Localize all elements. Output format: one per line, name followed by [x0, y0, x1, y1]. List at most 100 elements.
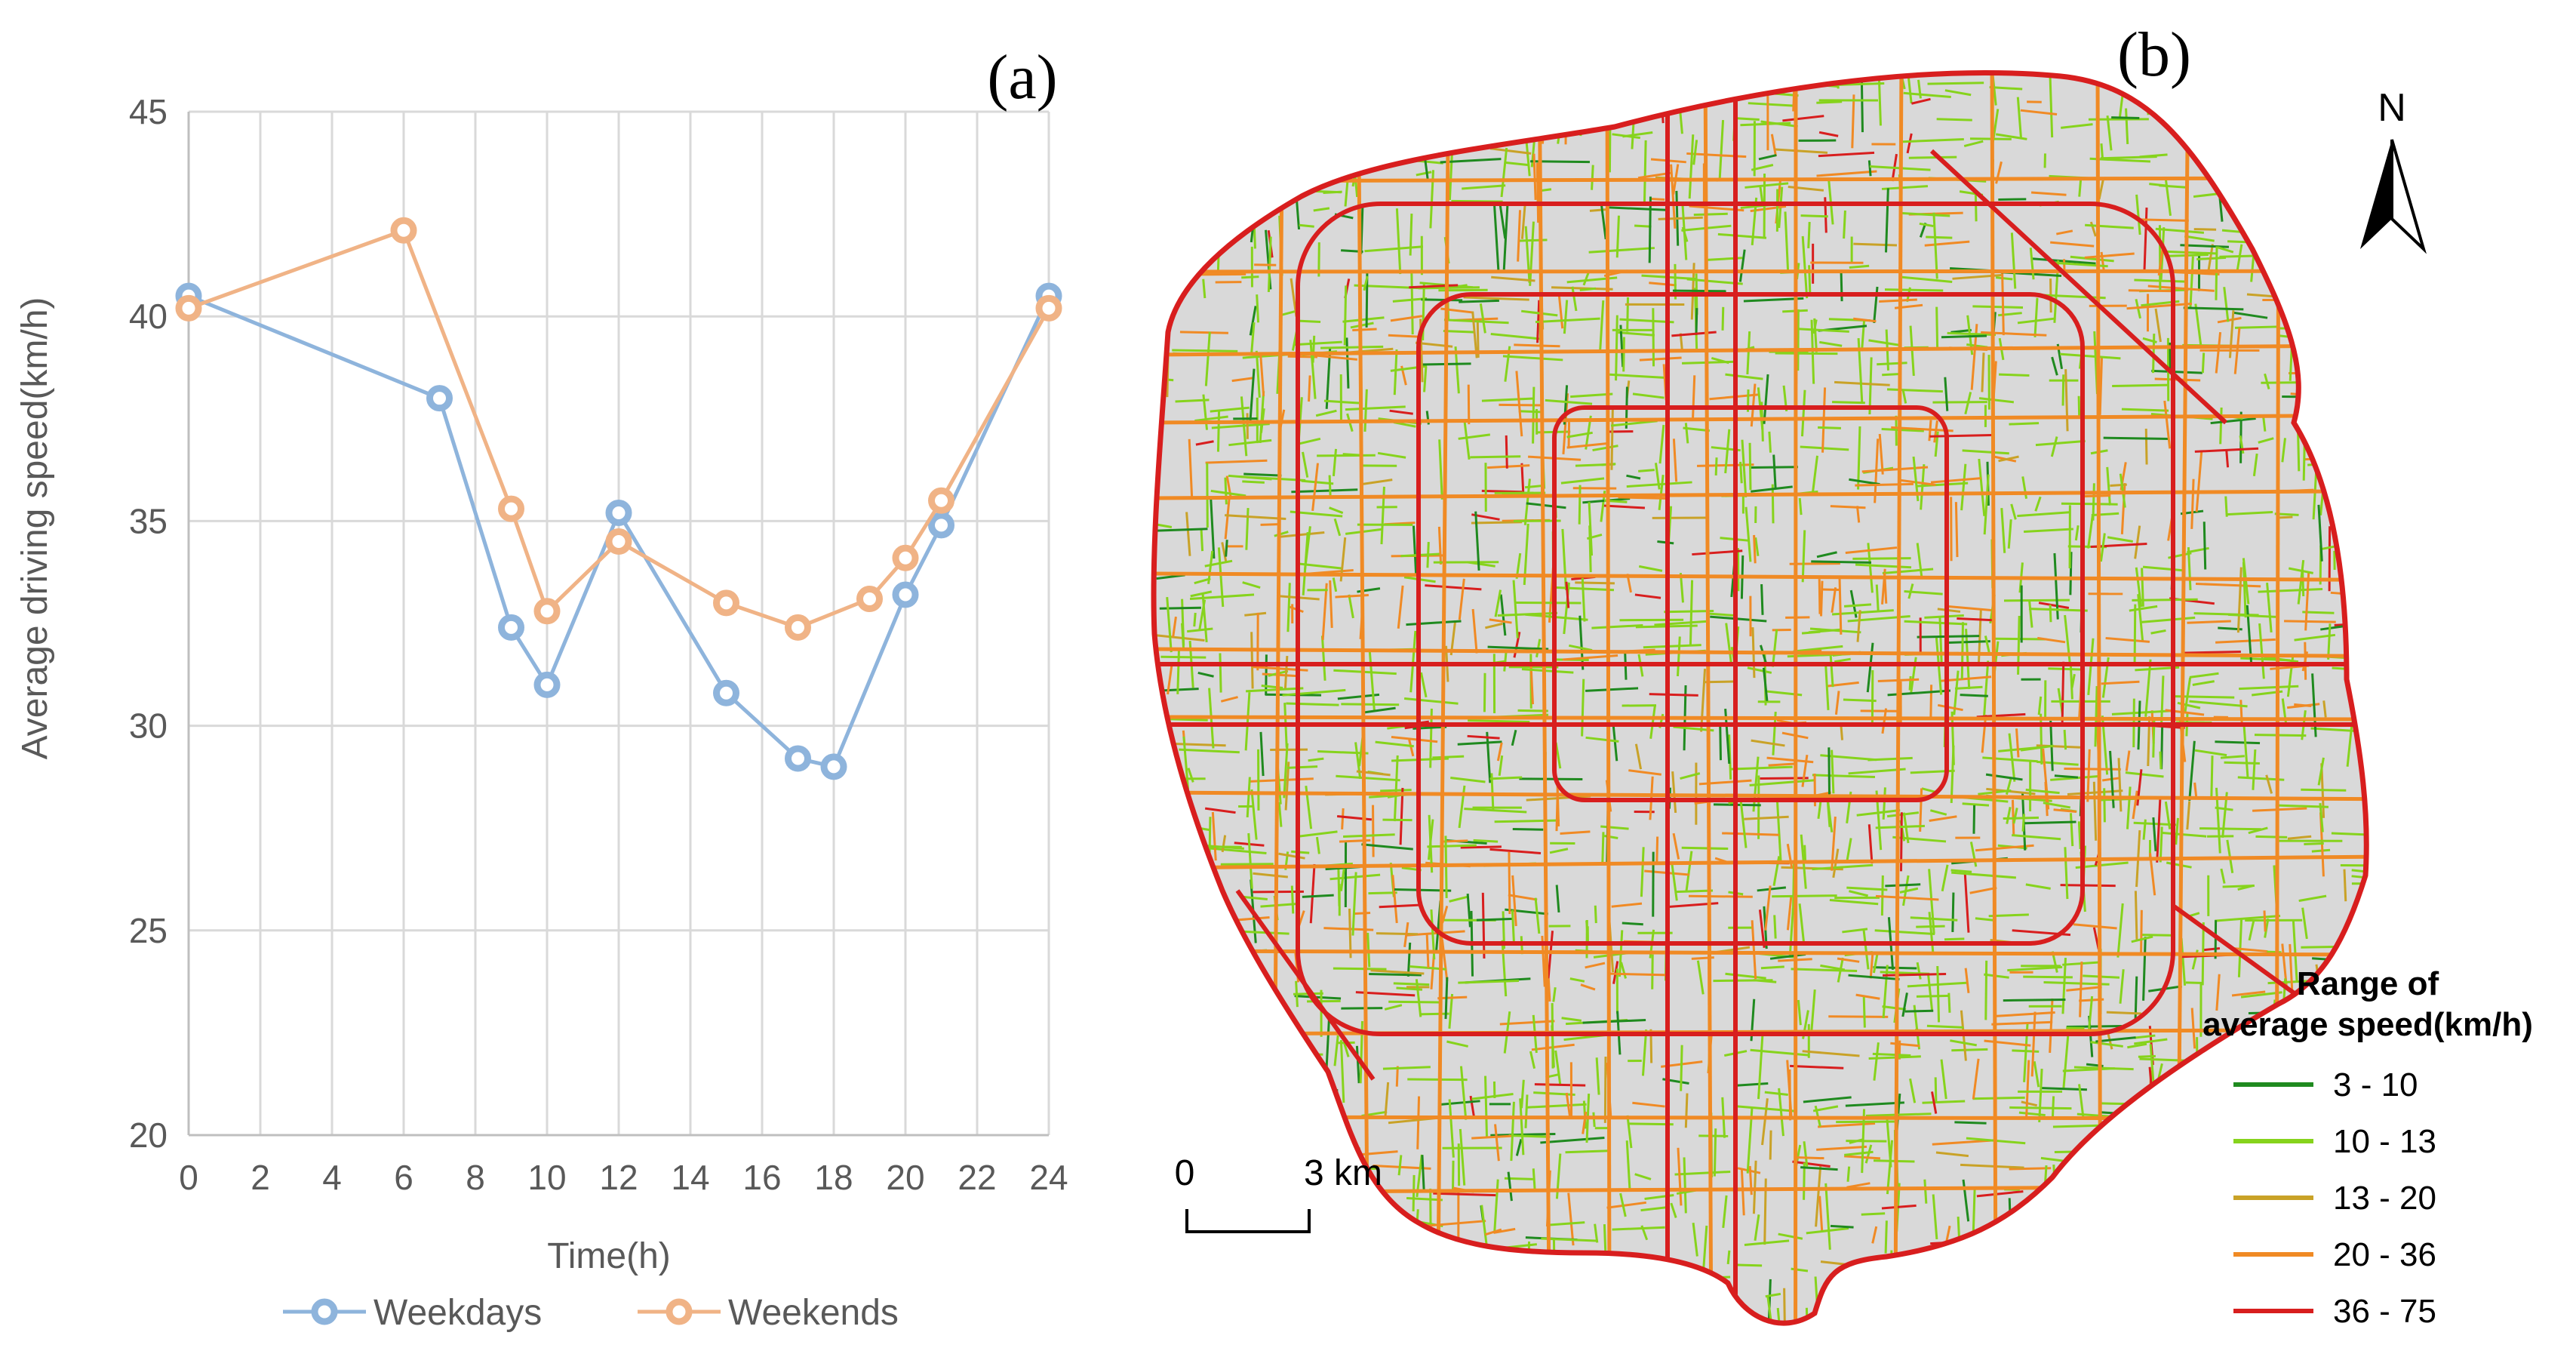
local-road-segment	[1167, 205, 1174, 268]
local-road-segment	[1802, 1050, 1860, 1057]
local-road-segment	[1725, 373, 1763, 380]
local-road-segment	[1509, 1291, 1549, 1298]
local-road-segment	[1147, 1008, 1152, 1073]
local-road-segment	[2252, 453, 2258, 476]
local-road-segment	[1882, 568, 1934, 574]
local-road-segment	[2196, 1151, 2249, 1158]
local-road-segment	[2363, 378, 2367, 425]
local-road-segment	[1658, 475, 1665, 511]
local-road-segment	[2333, 342, 2338, 378]
local-road-segment	[1915, 482, 1969, 488]
local-road-segment	[2203, 522, 2207, 570]
local-road-segment	[2342, 580, 2367, 586]
local-road-segment	[2289, 1201, 2319, 1207]
local-road-segment	[1906, 133, 1913, 154]
local-road-segment	[1390, 1297, 1446, 1303]
local-road-segment	[1163, 224, 1171, 270]
local-road-segment	[1486, 75, 1492, 127]
local-road-segment	[2251, 141, 2257, 174]
local-road-segment	[2266, 187, 2273, 232]
weekends-point	[533, 598, 561, 625]
local-road-segment	[1674, 1170, 1731, 1176]
local-road-segment	[1315, 836, 1320, 854]
local-road-segment	[1963, 872, 1970, 933]
local-road-segment	[1579, 113, 1587, 129]
local-road-segment	[1626, 1115, 1633, 1149]
legend-label: Weekdays	[373, 1293, 542, 1333]
local-road-segment	[2199, 138, 2231, 143]
local-road-segment	[2187, 1133, 2193, 1192]
local-road-segment	[1154, 839, 1157, 883]
local-road-segment	[1264, 1246, 1270, 1284]
local-road-segment	[1881, 185, 1929, 190]
local-road-segment	[2174, 1273, 2178, 1303]
local-road-segment	[1512, 828, 1544, 831]
x-tick-label: 4	[322, 1158, 342, 1197]
local-road-segment	[1181, 623, 1185, 648]
local-road-segment	[1385, 1297, 1391, 1324]
local-road-segment	[2258, 437, 2274, 444]
local-road-segment	[2341, 432, 2364, 438]
local-road-segment	[1820, 964, 1846, 971]
local-road-segment	[1474, 67, 1491, 68]
local-road-segment	[2311, 848, 2331, 853]
local-road-segment	[2007, 519, 2012, 549]
local-road-segment	[2292, 1076, 2295, 1111]
local-road-segment	[1510, 1101, 1515, 1162]
local-road-segment	[1391, 875, 1398, 924]
local-road-segment	[2078, 177, 2083, 197]
local-road-segment	[2285, 272, 2289, 312]
local-road-segment	[1800, 214, 1828, 218]
local-road-segment	[1497, 611, 1558, 617]
local-road-segment	[2258, 163, 2306, 171]
local-road-segment	[1855, 563, 1912, 569]
local-road-segment	[1843, 603, 1872, 608]
local-road-segment	[1929, 685, 1933, 720]
y-tick-label: 45	[129, 92, 168, 131]
local-road-segment	[1641, 1029, 1648, 1076]
local-road-segment	[1556, 782, 1560, 827]
x-tick-labels: 0 2 4 6 8 10 12 14 16 18 20 22 24	[179, 1158, 1068, 1197]
local-road-segment	[2226, 202, 2289, 211]
local-road-segment	[2372, 494, 2418, 497]
local-road-segment	[1329, 580, 1333, 629]
arterial-road	[1990, 72, 1998, 1324]
local-road-segment	[1483, 672, 1486, 712]
local-road-segment	[1342, 1251, 1345, 1267]
local-road-segment	[1769, 1130, 1772, 1160]
local-road-segment	[2006, 807, 2012, 824]
local-road-segment	[2053, 808, 2076, 814]
local-road-segment	[2054, 1271, 2058, 1323]
local-road-segment	[2024, 820, 2076, 825]
local-road-segment	[1846, 1182, 1871, 1189]
local-road-segment	[2070, 255, 2114, 263]
local-road-segment	[1423, 366, 1428, 392]
local-road-segment	[2353, 314, 2367, 322]
local-road-segment	[1279, 111, 1310, 117]
local-road-segment	[2033, 297, 2039, 337]
local-road-segment	[2270, 1066, 2310, 1072]
local-road-segment	[1996, 1011, 2055, 1017]
local-road-segment	[1351, 872, 1357, 936]
local-road-segment	[2302, 417, 2307, 481]
local-road-segment	[1588, 247, 1655, 254]
local-road-segment	[1333, 1035, 1339, 1066]
local-road-segment	[1999, 373, 2030, 377]
local-road-segment	[2067, 1297, 2072, 1324]
local-road-segment	[1882, 1005, 1907, 1011]
local-road-segment	[2117, 758, 2123, 812]
local-road-segment	[2299, 208, 2343, 215]
local-road-segment	[1203, 1051, 1207, 1100]
arterial-road	[1154, 715, 2367, 722]
local-road-segment	[2127, 1042, 2147, 1049]
local-road-segment	[1231, 102, 1294, 109]
local-road-segment	[2234, 325, 2277, 329]
local-road-segment	[1608, 72, 1614, 79]
local-road-segment	[2254, 734, 2307, 737]
local-road-segment	[2190, 1123, 2197, 1140]
local-road-segment	[1487, 645, 1549, 651]
local-road-segment	[2137, 594, 2144, 642]
local-road-segment	[2031, 1322, 2056, 1324]
local-road-segment	[1606, 206, 1669, 211]
